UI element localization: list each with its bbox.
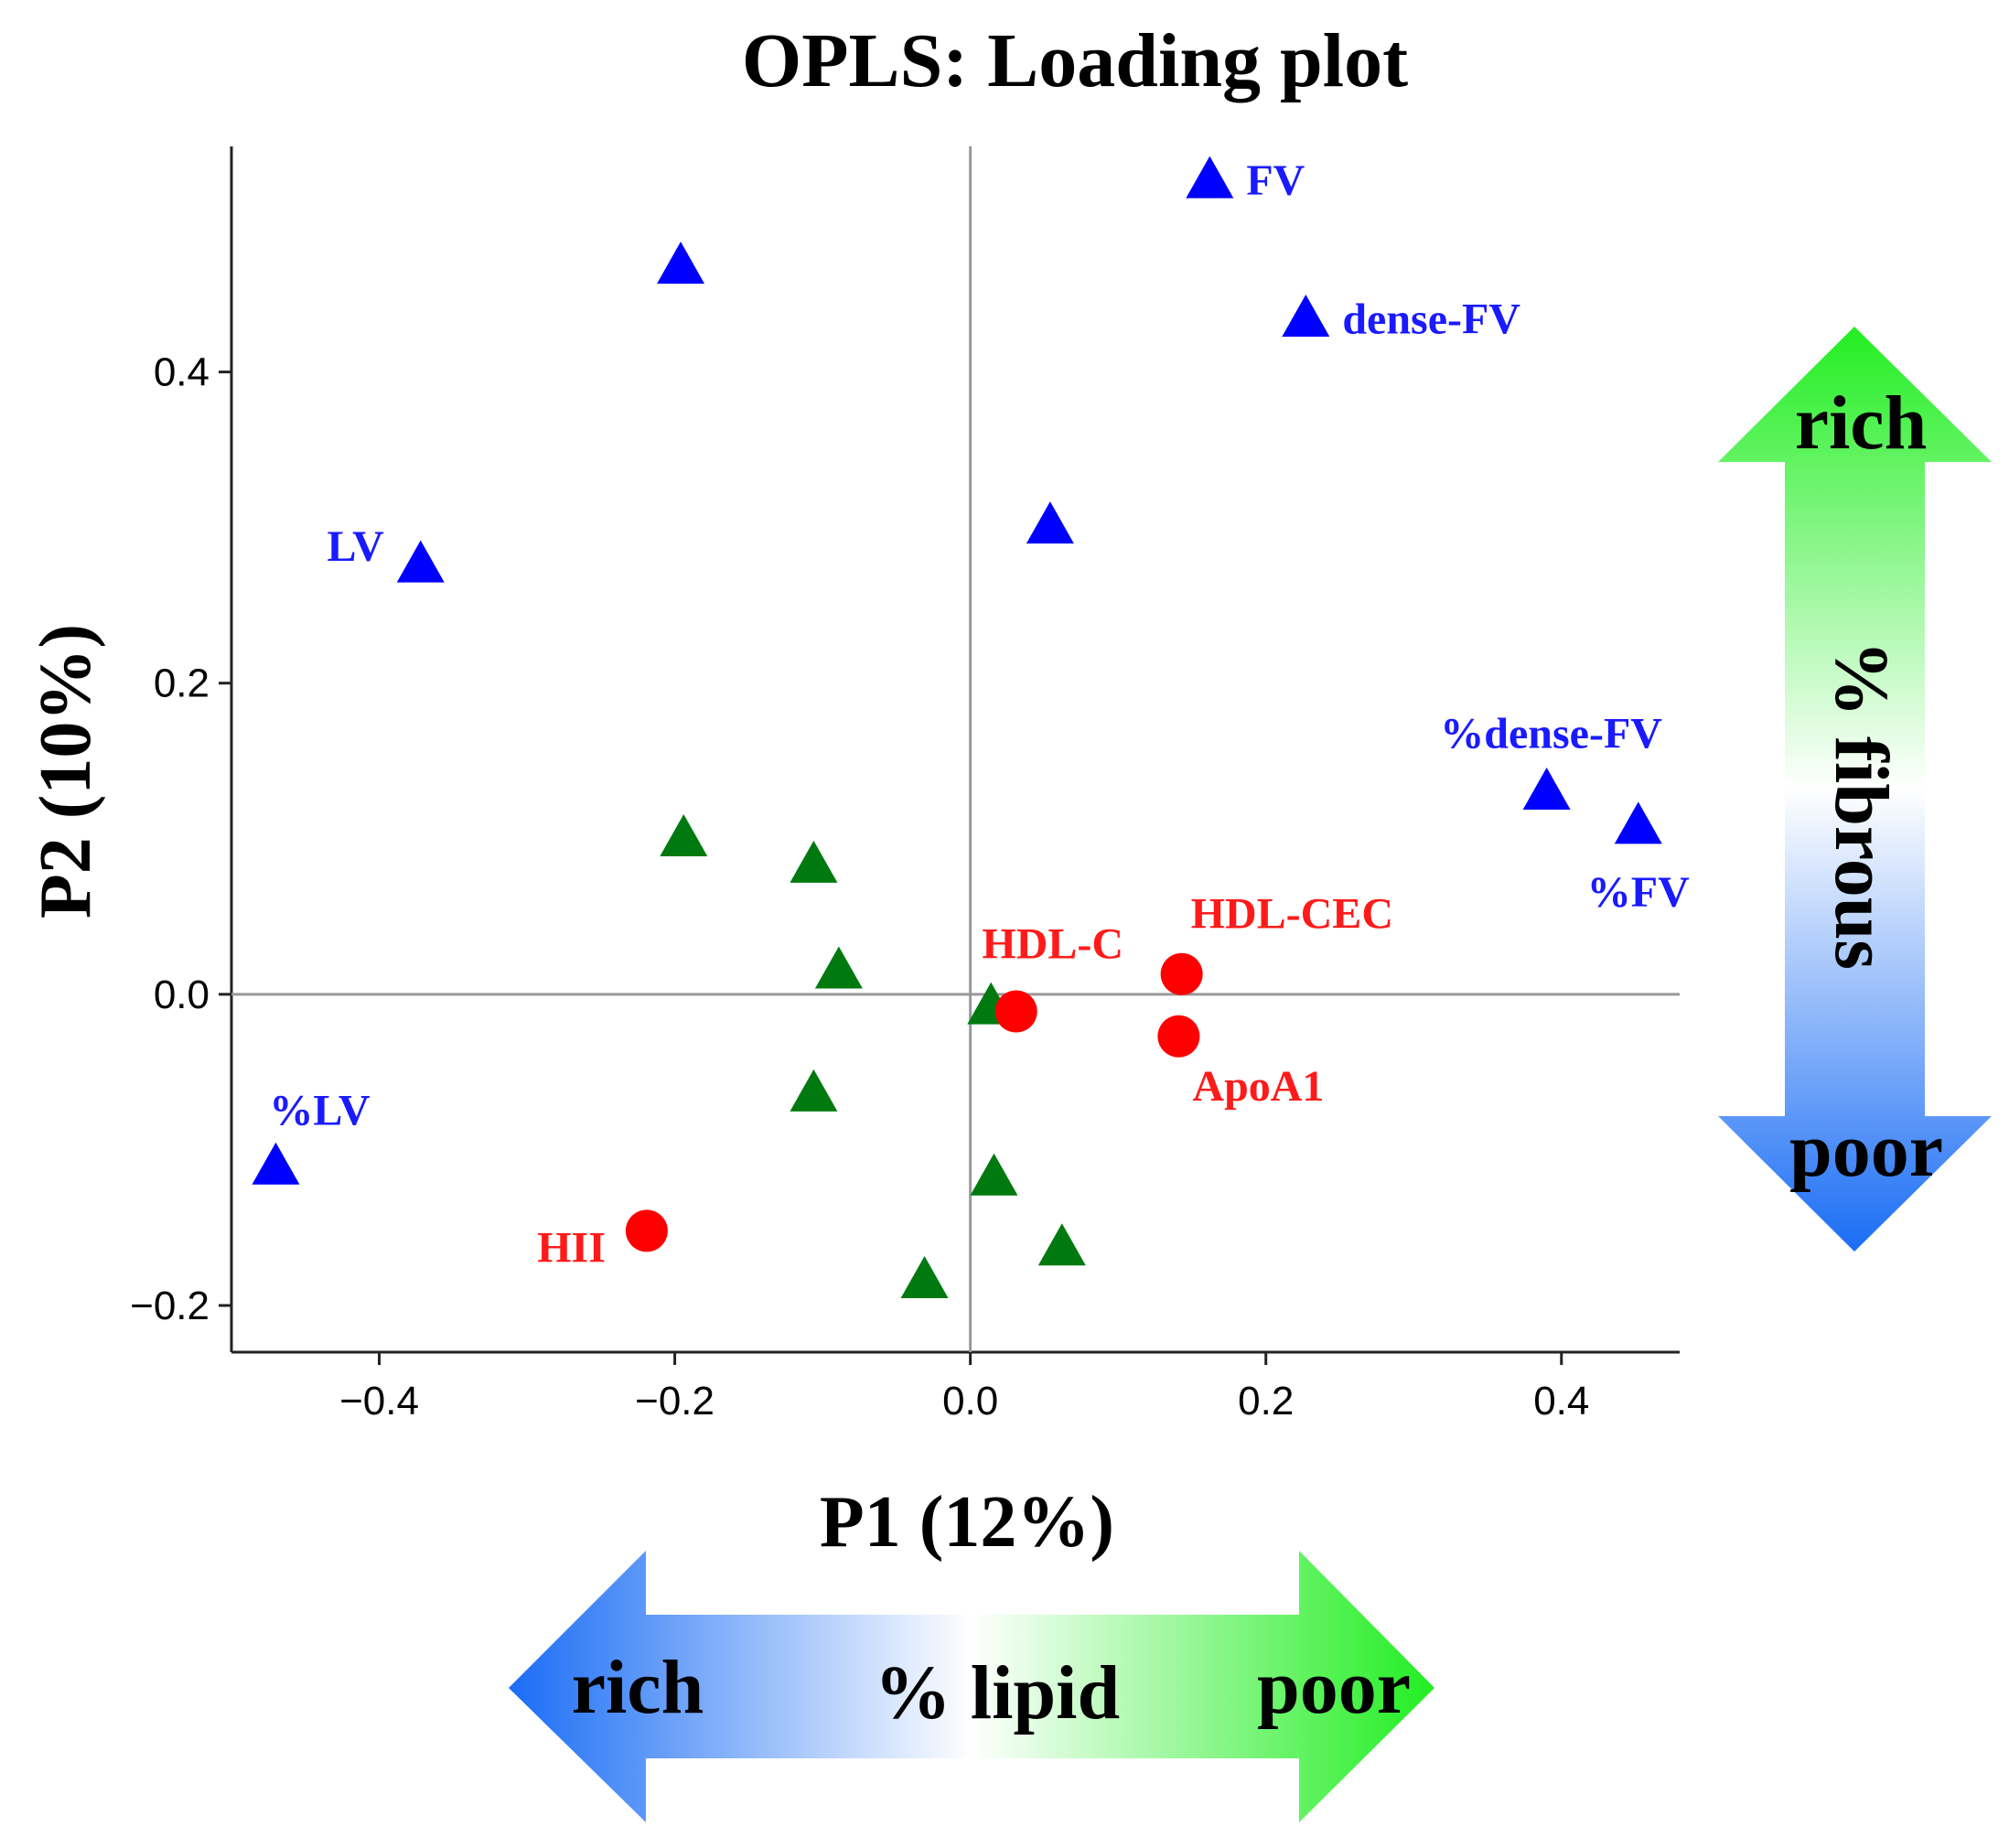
reference-lines: [231, 146, 1680, 1352]
triangle-marker: [1522, 767, 1571, 810]
triangle-marker: [790, 1069, 838, 1112]
triangle-marker: [1614, 801, 1662, 844]
triangle-marker: [814, 946, 863, 989]
y-tick-label: 0.4: [154, 350, 209, 395]
triangle-marker: [1026, 501, 1074, 544]
point-label: %FV: [1587, 868, 1690, 917]
x-tick-label: 0.4: [1533, 1379, 1589, 1424]
point-label: HDL-C: [982, 920, 1123, 969]
x-tick-label: 0.2: [1238, 1379, 1294, 1424]
triangle-marker: [1037, 1223, 1086, 1266]
x-tick-label: −0.2: [635, 1379, 714, 1424]
y-tick-label: 0.0: [154, 972, 209, 1017]
triangle-marker: [970, 1153, 1018, 1196]
triangle-marker: [396, 540, 445, 583]
x-tick-label: 0.0: [942, 1379, 998, 1424]
triangle-marker: [657, 242, 705, 285]
lipid-arrow: rich % lipid poor: [509, 1551, 1434, 1822]
y-axis-label: P2 (10%): [26, 624, 106, 919]
triangle-marker: [252, 1142, 300, 1185]
ticks: −0.4 −0.2 0.0 0.2 0.4 −0.2 0.0 0.2 0.4: [130, 350, 1589, 1424]
point-label: HDL-CEC: [1191, 890, 1393, 939]
x-axis-label: P1 (12%): [820, 1482, 1114, 1563]
circle-marker: [1160, 952, 1203, 995]
lipid-arrow-left-label: rich: [572, 1645, 704, 1730]
point-label: %LV: [269, 1086, 371, 1134]
fibrous-arrow-shape: [1718, 327, 1992, 1252]
point-label: FV: [1246, 156, 1305, 205]
triangle-marker: [1282, 294, 1330, 337]
chart-title: OPLS: Loading plot: [742, 18, 1408, 103]
point-label: %dense-FV: [1440, 709, 1662, 757]
point-label: LV: [327, 522, 384, 571]
fibrous-arrow-top-label: rich: [1795, 381, 1928, 466]
triangle-marker: [660, 813, 708, 856]
triangle-marker: [790, 840, 838, 883]
y-tick-label: −0.2: [130, 1284, 209, 1328]
point-label: HII: [537, 1223, 606, 1272]
fibrous-arrow: rich % fibrous poor: [1718, 327, 1992, 1252]
y-tick-label: 0.2: [154, 661, 209, 706]
lipid-arrow-shape: [509, 1551, 1434, 1822]
triangle-marker: [1186, 156, 1234, 199]
lipid-arrow-right-label: poor: [1257, 1645, 1411, 1730]
point-label: ApoA1: [1192, 1062, 1324, 1111]
triangle-marker: [900, 1255, 949, 1298]
data-markers: [252, 156, 1662, 1298]
circle-marker: [1157, 1015, 1200, 1058]
lipid-arrow-center-label: % lipid: [875, 1650, 1120, 1735]
axes: [230, 146, 1680, 1354]
fibrous-arrow-bottom-label: poor: [1789, 1108, 1943, 1193]
fibrous-arrow-center-label: % fibrous: [1819, 640, 1904, 970]
point-labels: FV dense-FV LV %dense-FV %FV %LV HDL-CEC HDL-C A…: [269, 156, 1690, 1272]
circle-marker: [994, 990, 1037, 1033]
point-label: dense-FV: [1342, 295, 1520, 343]
x-tick-label: −0.4: [339, 1379, 419, 1424]
circle-marker: [625, 1209, 668, 1252]
